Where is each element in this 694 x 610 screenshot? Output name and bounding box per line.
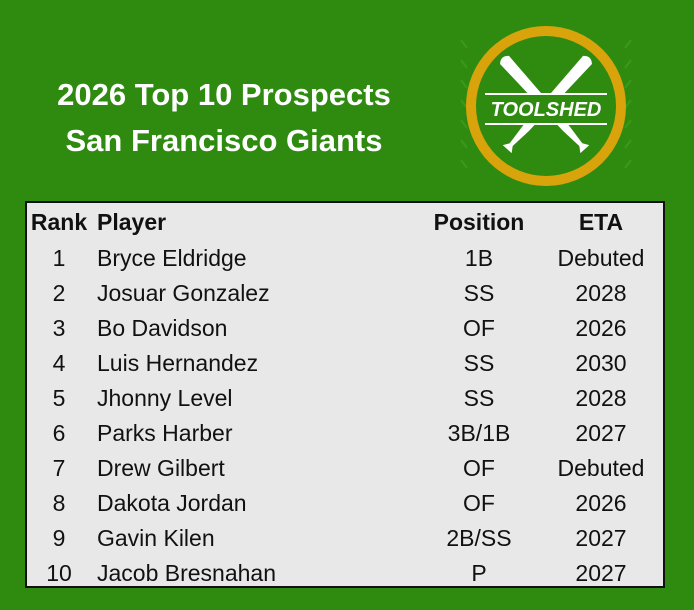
cell-position: SS bbox=[463, 280, 495, 306]
cell-eta: Debuted bbox=[557, 455, 645, 481]
cell-position: OF bbox=[463, 455, 495, 481]
cell-player: Luis Hernandez bbox=[97, 350, 259, 376]
cell-eta: 2026 bbox=[575, 490, 627, 516]
table-row: 9 Gavin Kilen 2B/SS 2027 bbox=[27, 521, 663, 556]
cell-rank: 3 bbox=[52, 315, 66, 341]
cell-rank: 8 bbox=[52, 490, 66, 516]
cell-position: 2B/SS bbox=[446, 525, 512, 551]
cell-rank: 10 bbox=[46, 560, 72, 586]
table-row: 6 Parks Harber 3B/1B 2027 bbox=[27, 416, 663, 451]
cell-player: Bo Davidson bbox=[97, 315, 228, 341]
logo-text: TOOLSHED bbox=[491, 99, 602, 121]
cell-position: P bbox=[471, 560, 487, 586]
cell-eta: 2027 bbox=[575, 525, 627, 551]
cell-rank: 4 bbox=[52, 350, 66, 376]
table-row: 10 Jacob Bresnahan P 2027 bbox=[27, 556, 663, 591]
table-row: 8 Dakota Jordan OF 2026 bbox=[27, 486, 663, 521]
cell-player: Bryce Eldridge bbox=[97, 245, 247, 271]
cell-player: Gavin Kilen bbox=[97, 525, 215, 551]
cell-eta: 2026 bbox=[575, 315, 627, 341]
toolshed-logo: TOOLSHED bbox=[460, 26, 632, 186]
table-header-row: Rank Player Position ETA bbox=[27, 203, 663, 241]
cell-eta: Debuted bbox=[557, 245, 645, 271]
table-row: 7 Drew Gilbert OF Debuted bbox=[27, 451, 663, 486]
cell-eta: 2028 bbox=[575, 280, 627, 306]
cell-player: Drew Gilbert bbox=[97, 455, 225, 481]
header-eta: ETA bbox=[578, 208, 624, 235]
table-row: 4 Luis Hernandez SS 2030 bbox=[27, 346, 663, 381]
cell-position: SS bbox=[463, 385, 495, 411]
header-player: Player bbox=[97, 208, 167, 235]
header-position: Position bbox=[433, 208, 525, 235]
title-line-year: 2026 Top 10 Prospects bbox=[57, 77, 391, 112]
cell-eta: 2027 bbox=[575, 420, 627, 446]
cell-eta: 2027 bbox=[575, 560, 627, 586]
page-title: 2026 Top 10 Prospects San Francisco Gian… bbox=[20, 72, 428, 164]
title-line-team: San Francisco Giants bbox=[65, 123, 383, 158]
cell-position: SS bbox=[463, 350, 495, 376]
table-row: 1 Bryce Eldridge 1B Debuted bbox=[27, 241, 663, 276]
cell-player: Josuar Gonzalez bbox=[97, 280, 270, 306]
cell-position: OF bbox=[463, 490, 495, 516]
prospects-table: Rank Player Position ETA 1 Bryce Eldridg… bbox=[25, 201, 665, 588]
cell-rank: 2 bbox=[52, 280, 66, 306]
table-row: 2 Josuar Gonzalez SS 2028 bbox=[27, 276, 663, 311]
cell-position: 3B/1B bbox=[447, 420, 511, 446]
cell-eta: 2030 bbox=[575, 350, 627, 376]
cell-rank: 7 bbox=[52, 455, 66, 481]
cell-player: Jhonny Level bbox=[97, 385, 233, 411]
cell-player: Dakota Jordan bbox=[97, 490, 247, 516]
cell-player: Jacob Bresnahan bbox=[97, 560, 277, 586]
cell-rank: 1 bbox=[52, 245, 66, 271]
cell-player: Parks Harber bbox=[97, 420, 233, 446]
cell-eta: 2028 bbox=[575, 385, 627, 411]
cell-rank: 9 bbox=[52, 525, 66, 551]
cell-rank: 5 bbox=[52, 385, 66, 411]
cell-position: OF bbox=[463, 315, 495, 341]
header-rank: Rank bbox=[30, 208, 88, 235]
logo-banner bbox=[483, 94, 609, 124]
cell-position: 1B bbox=[464, 245, 494, 271]
table-row: 3 Bo Davidson OF 2026 bbox=[27, 311, 663, 346]
cell-rank: 6 bbox=[52, 420, 66, 446]
table-row: 5 Jhonny Level SS 2028 bbox=[27, 381, 663, 416]
